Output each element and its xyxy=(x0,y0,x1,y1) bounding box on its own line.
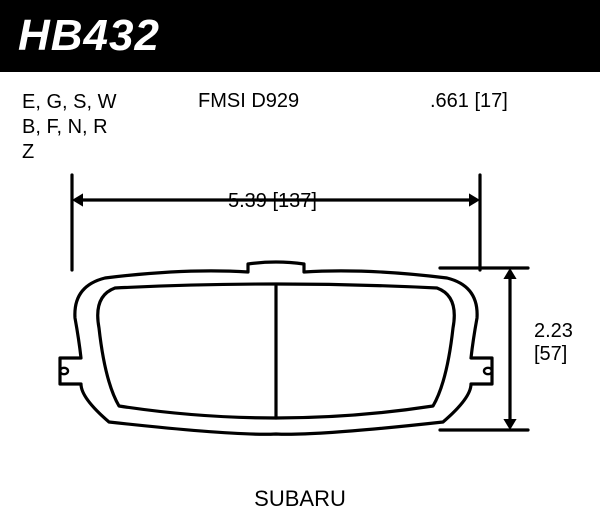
diagram-svg xyxy=(0,0,600,518)
diagram-canvas: HB432 E, G, S, W B, F, N, R Z FMSI D929 … xyxy=(0,0,600,518)
